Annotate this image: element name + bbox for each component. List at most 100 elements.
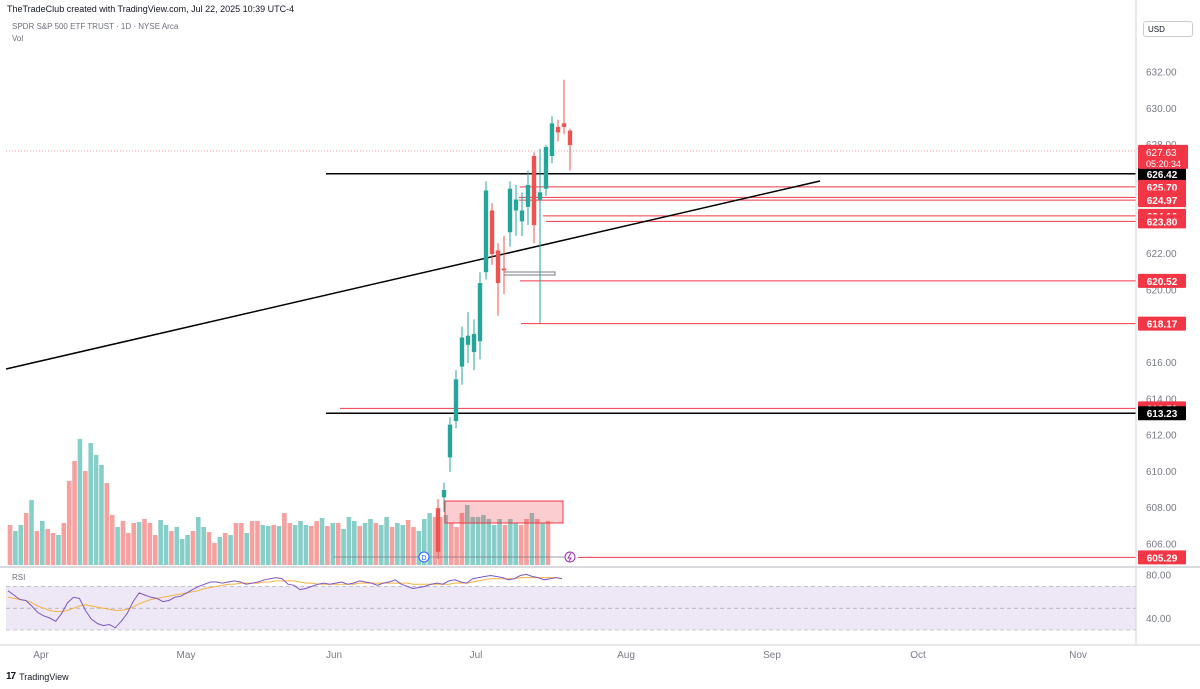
price-tick-label: 612.00	[1146, 431, 1177, 442]
volume-bar	[169, 531, 174, 565]
volume-bar	[357, 526, 362, 565]
dividend-marker-icon	[418, 551, 430, 563]
month-tick-label: Oct	[910, 650, 926, 661]
price-level-badge	[1138, 166, 1186, 181]
candle-body	[465, 335, 471, 345]
volume-bar	[346, 517, 352, 565]
volume-bar	[72, 461, 77, 565]
volume-bar	[212, 543, 217, 565]
demand-zone-box	[444, 500, 564, 524]
volume-bar	[319, 518, 325, 565]
price-level-badge	[1138, 179, 1186, 194]
bar-countdown: 05:20:34	[1146, 159, 1181, 169]
month-tick-label: Apr	[33, 650, 49, 661]
price-tick-label: 610.00	[1146, 467, 1177, 478]
volume-bar	[120, 521, 126, 565]
candle-body	[555, 126, 561, 133]
volume-bar	[282, 513, 287, 565]
price-level-value: 626.42	[1147, 170, 1178, 181]
volume-bar	[109, 515, 115, 565]
volume-bar	[34, 531, 40, 565]
price-level-badge	[1138, 273, 1186, 288]
month-tick-label: May	[177, 650, 196, 661]
volume-bar	[77, 439, 83, 565]
symbol-info[interactable]: SPDR S&P 500 ETF TRUST · 1D · NYSE Arca	[12, 22, 179, 31]
volume-bar	[352, 521, 357, 565]
volume-bar	[362, 523, 368, 565]
candle-body	[567, 130, 573, 146]
volume-bar	[99, 465, 104, 565]
candle-body	[543, 146, 549, 189]
gap-box	[503, 271, 556, 276]
tradingview-logo[interactable]: 17 TradingView	[6, 671, 69, 682]
volume-bar	[389, 527, 395, 565]
volume-bar	[508, 519, 513, 565]
volume-bar	[50, 533, 56, 565]
price-level-badge	[1138, 550, 1186, 565]
volume-bar	[271, 525, 276, 565]
price-level-value: 623.80	[1147, 217, 1178, 228]
candle-body	[477, 283, 483, 342]
price-axis: 632.00630.00628.00626.00624.00622.00620.…	[1135, 0, 1188, 645]
tradingview-logo-icon: 17	[6, 671, 16, 682]
volume-bar	[325, 526, 330, 565]
time-axis: Apr May Jun Jul Aug Sep Oct Nov	[33, 650, 1087, 661]
volume-bar	[185, 535, 190, 565]
rsi-legend: RSI	[12, 573, 25, 582]
current-price-badge	[1138, 144, 1188, 169]
candle-body	[441, 490, 447, 498]
volume-bar	[502, 525, 508, 565]
volume-bar	[534, 519, 540, 565]
price-tick-label: 632.00	[1146, 68, 1177, 79]
volume-bar	[470, 517, 475, 565]
volume-bar	[233, 523, 239, 565]
volume-bar	[13, 531, 18, 565]
candle-body	[561, 123, 567, 127]
month-tick-label: Jul	[470, 650, 483, 661]
price-tick-label: 606.00	[1146, 540, 1177, 551]
volume-bar	[314, 521, 319, 565]
price-level-value: 620.52	[1147, 277, 1178, 288]
price-level-value: 618.17	[1147, 320, 1178, 331]
volume-bar	[23, 513, 29, 565]
volume-bar	[378, 525, 384, 565]
volume-bar	[303, 525, 309, 565]
volume-bar	[104, 483, 110, 565]
rsi-pane: RSI 80.00 40.00	[6, 570, 1171, 631]
volume-bar	[18, 525, 24, 565]
price-tick-label: 620.00	[1146, 285, 1177, 296]
volume-bar	[341, 529, 346, 565]
candle-body	[519, 210, 525, 222]
volume-bar	[513, 523, 519, 565]
volume-bar	[524, 519, 529, 565]
volume-bar	[265, 526, 271, 565]
volume-bar	[540, 523, 545, 565]
lightning-icon	[567, 552, 572, 562]
currency-selector[interactable]: USD	[1143, 21, 1193, 37]
volume-bar	[39, 521, 45, 565]
price-tick-label: 608.00	[1146, 503, 1177, 514]
current-price-value: 627.63	[1146, 148, 1177, 159]
volume-bar	[163, 525, 169, 565]
volume-bar	[206, 532, 212, 565]
volume-bar	[416, 531, 422, 565]
volume-bar	[136, 522, 142, 565]
volume-bar	[287, 523, 293, 565]
volume-bar	[196, 517, 201, 565]
price-level-badge	[1138, 406, 1186, 421]
volume-bar	[126, 533, 131, 565]
price-level-badge	[1138, 214, 1186, 229]
volume-bar	[255, 521, 260, 565]
volume-bar	[29, 500, 34, 565]
price-tick-label: 616.00	[1146, 358, 1177, 369]
volume-bar	[454, 527, 459, 565]
volume-bar	[66, 481, 72, 565]
candle-body	[537, 192, 543, 200]
volume-bar	[368, 519, 373, 565]
volume-bar	[142, 519, 147, 565]
volume-bar	[190, 531, 196, 565]
volume-bar	[421, 519, 427, 565]
volume-bar	[201, 527, 206, 565]
month-tick-label: Sep	[763, 650, 781, 661]
